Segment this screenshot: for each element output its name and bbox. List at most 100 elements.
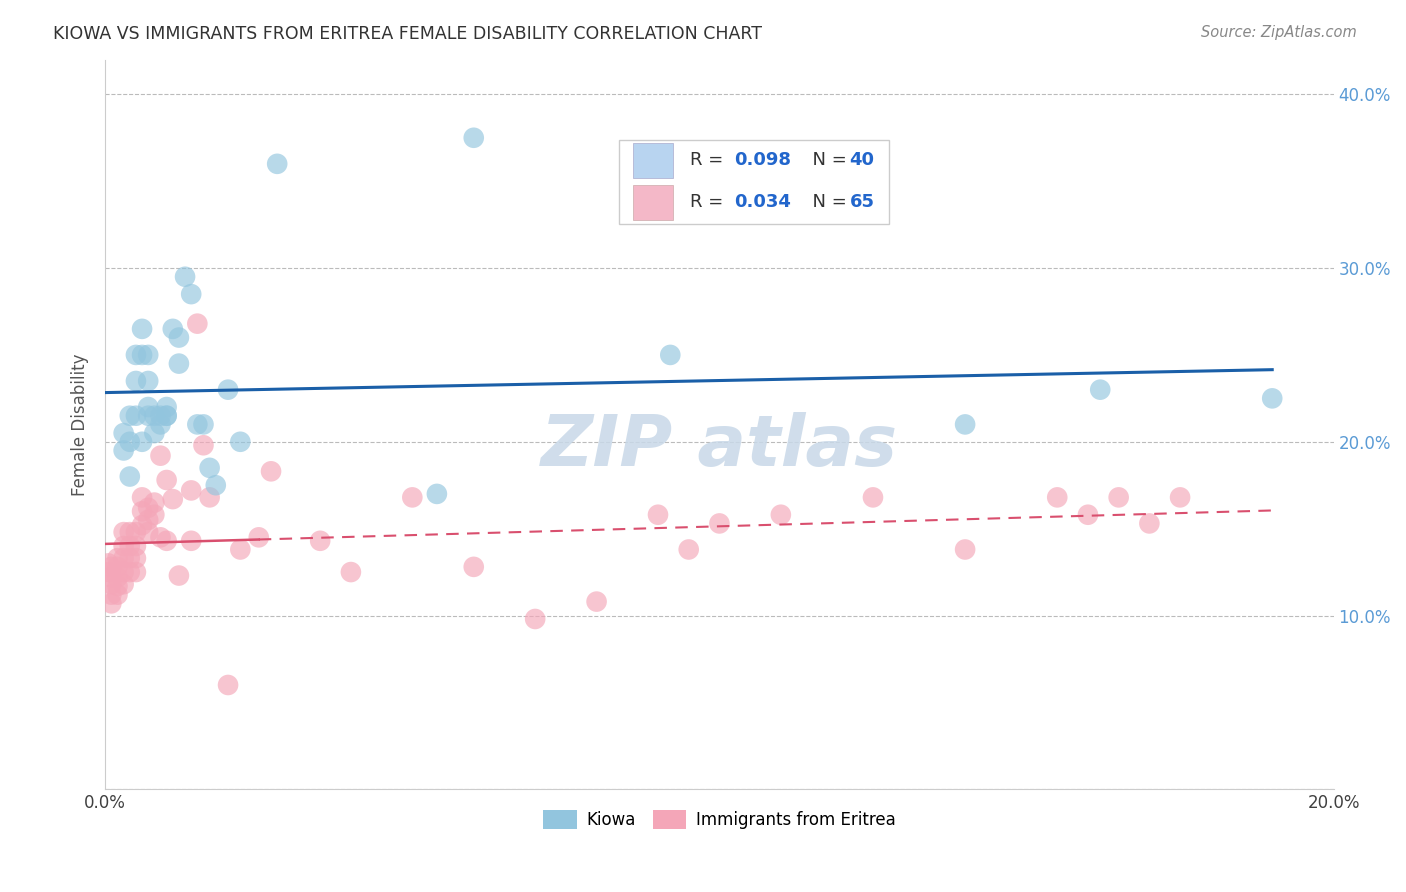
Point: [112, 565, 135, 579]
Point: [167, 568, 190, 582]
Point: [149, 530, 172, 544]
Point: [118, 551, 141, 566]
Text: 40: 40: [849, 151, 875, 169]
Point: [100, 577, 122, 591]
Text: KIOWA VS IMMIGRANTS FROM ERITREA FEMALE DISABILITY CORRELATION CHART: KIOWA VS IMMIGRANTS FROM ERITREA FEMALE …: [53, 25, 762, 43]
Legend: Kiowa, Immigrants from Eritrea: Kiowa, Immigrants from Eritrea: [537, 803, 903, 836]
Y-axis label: Female Disability: Female Disability: [72, 353, 89, 496]
Point: [217, 678, 239, 692]
Point: [162, 492, 184, 507]
Point: [1108, 491, 1130, 505]
Point: [131, 434, 153, 449]
Point: [136, 400, 159, 414]
Text: N =: N =: [800, 193, 852, 211]
Point: [118, 539, 141, 553]
Point: [463, 130, 485, 145]
Point: [125, 565, 148, 579]
Point: [149, 449, 172, 463]
Point: [125, 409, 148, 423]
Text: R =: R =: [690, 193, 728, 211]
Point: [953, 417, 976, 432]
FancyBboxPatch shape: [634, 143, 672, 178]
Point: [112, 539, 135, 553]
Point: [1137, 516, 1160, 531]
Point: [112, 551, 135, 566]
Point: [162, 322, 184, 336]
Point: [709, 516, 731, 531]
Point: [229, 434, 252, 449]
Point: [112, 525, 135, 540]
Point: [309, 533, 332, 548]
Point: [143, 426, 166, 441]
Point: [260, 464, 283, 478]
Point: [149, 417, 172, 432]
Point: [100, 588, 122, 602]
Point: [862, 491, 884, 505]
Point: [1077, 508, 1099, 522]
Point: [193, 438, 215, 452]
Point: [136, 374, 159, 388]
Point: [1090, 383, 1112, 397]
Point: [107, 559, 129, 574]
Point: [125, 539, 148, 553]
Point: [1261, 392, 1284, 406]
Point: [100, 559, 122, 574]
Point: [156, 409, 179, 423]
Point: [112, 443, 135, 458]
Point: [118, 469, 141, 483]
Point: [143, 508, 166, 522]
Point: [125, 525, 148, 540]
Point: [524, 612, 547, 626]
Point: [131, 322, 153, 336]
Point: [167, 357, 190, 371]
Point: [100, 570, 122, 584]
Text: N =: N =: [800, 151, 852, 169]
Point: [136, 409, 159, 423]
Text: Source: ZipAtlas.com: Source: ZipAtlas.com: [1201, 25, 1357, 40]
Point: [340, 565, 363, 579]
Point: [156, 473, 179, 487]
Point: [186, 417, 208, 432]
Point: [186, 317, 208, 331]
Text: ZIP atlas: ZIP atlas: [541, 412, 898, 481]
Point: [217, 383, 239, 397]
Point: [112, 426, 135, 441]
Point: [193, 417, 215, 432]
Point: [156, 409, 179, 423]
Point: [131, 491, 153, 505]
Point: [131, 348, 153, 362]
Text: 0.034: 0.034: [734, 193, 792, 211]
Point: [180, 287, 202, 301]
Text: 0.098: 0.098: [734, 151, 792, 169]
Point: [107, 570, 129, 584]
Point: [118, 565, 141, 579]
FancyBboxPatch shape: [619, 140, 889, 224]
Point: [174, 269, 197, 284]
Point: [107, 588, 129, 602]
Point: [953, 542, 976, 557]
Point: [198, 460, 221, 475]
Point: [107, 551, 129, 566]
Point: [180, 533, 202, 548]
Point: [463, 559, 485, 574]
Point: [112, 577, 135, 591]
Point: [585, 594, 607, 608]
Point: [131, 504, 153, 518]
Point: [118, 434, 141, 449]
Point: [647, 508, 669, 522]
Point: [659, 348, 682, 362]
Text: R =: R =: [690, 151, 728, 169]
Point: [678, 542, 700, 557]
Point: [100, 596, 122, 610]
Point: [266, 157, 288, 171]
Point: [97, 565, 120, 579]
Point: [131, 518, 153, 533]
Point: [1046, 491, 1069, 505]
Point: [97, 557, 120, 571]
Point: [1168, 491, 1191, 505]
Point: [118, 409, 141, 423]
Point: [118, 525, 141, 540]
Point: [136, 525, 159, 540]
Point: [180, 483, 202, 498]
Point: [401, 491, 423, 505]
